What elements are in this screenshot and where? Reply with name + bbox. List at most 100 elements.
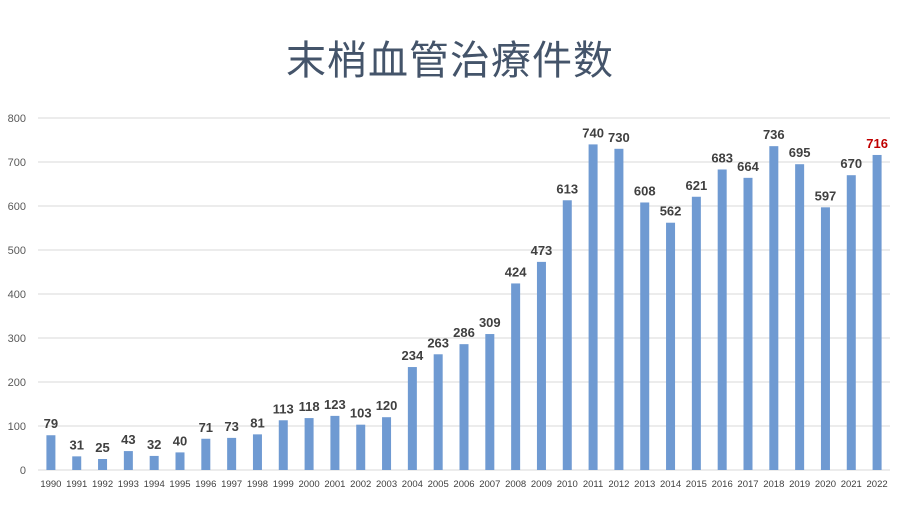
data-label-2013: 608 [634,183,656,198]
x-tick-label-2022: 2022 [867,479,888,490]
x-tick-label-2016: 2016 [712,479,733,490]
y-tick-label: 200 [8,377,26,389]
x-tick-label-2006: 2006 [453,479,474,490]
x-tick-label-1990: 1990 [40,479,61,490]
bar-2003 [382,417,392,470]
bar-2014 [666,222,676,470]
chart-title: 末梢血管治療件数 [286,38,614,84]
data-label-2008: 424 [505,264,527,279]
x-tick-label-2013: 2013 [634,479,655,490]
data-label-2010: 613 [556,181,578,196]
bar-1991 [72,456,82,470]
x-tick-label-1993: 1993 [118,479,139,490]
bar-2020 [820,207,830,470]
x-tick-label-2019: 2019 [789,479,810,490]
data-label-2005: 263 [427,335,449,350]
y-tick-label: 100 [8,421,26,433]
x-tick-label-2014: 2014 [660,479,681,490]
y-tick-label: 800 [8,113,26,125]
y-axis-ticks: 0 100 200 300 400 500 600 700 800 [8,113,26,477]
data-label-2011: 740 [582,125,604,140]
data-label-2012: 730 [608,130,630,145]
y-tick-label: 0 [20,465,26,477]
bar-2012 [614,148,624,471]
data-label-1998: 81 [250,415,264,430]
bar-1999 [278,420,288,470]
x-tick-label-1998: 1998 [247,479,268,490]
bar-2016 [717,169,727,471]
bar-2019 [795,164,805,470]
data-label-2017: 664 [737,159,759,174]
x-tick-label-1995: 1995 [169,479,190,490]
x-tick-label-2015: 2015 [686,479,707,490]
data-label-1990: 79 [44,416,58,431]
bar-1992 [98,459,108,470]
bars [46,144,882,471]
x-tick-label-1999: 1999 [273,479,294,490]
bar-2001 [330,415,340,470]
bar-2015 [691,196,701,470]
y-tick-label: 700 [8,157,26,169]
bar-2011 [588,144,598,470]
x-tick-label-1992: 1992 [92,479,113,490]
data-label-2020: 597 [815,188,837,203]
data-label-2021: 670 [840,156,862,171]
bar-2021 [846,175,856,470]
x-tick-label-2018: 2018 [763,479,784,490]
data-label-2006: 286 [453,325,475,340]
data-label-2002: 103 [350,406,372,421]
bar-2007 [485,334,495,470]
bar-1994 [149,455,159,470]
data-label-1992: 25 [95,440,109,455]
data-label-1991: 31 [69,437,83,452]
data-label-2022: 716 [866,136,888,151]
bar-2005 [433,354,443,470]
data-label-2001: 123 [324,397,346,412]
x-axis-ticks: 1990 1991 1992 1993 1994 1995 1996 1997 1998 1999… [40,479,887,490]
data-label-2003: 120 [376,398,398,413]
y-tick-label: 400 [8,289,26,301]
x-tick-label-2004: 2004 [402,479,423,490]
bar-2006 [459,344,469,470]
data-label-1994: 32 [147,437,161,452]
bar-1996 [201,438,211,470]
data-label-2018: 736 [763,127,785,142]
x-tick-label-1994: 1994 [144,479,165,490]
data-label-1995: 40 [173,433,187,448]
bar-2000 [304,418,314,470]
x-tick-label-2003: 2003 [376,479,397,490]
x-tick-label-2020: 2020 [815,479,836,490]
data-label-2016: 683 [711,150,733,165]
data-label-1997: 73 [224,419,238,434]
x-tick-label-2021: 2021 [841,479,862,490]
data-label-2019: 695 [789,145,811,160]
x-tick-label-1996: 1996 [195,479,216,490]
bar-2017 [743,177,753,470]
x-tick-label-1997: 1997 [221,479,242,490]
bar-1998 [252,434,262,470]
data-label-2000: 118 [299,399,320,414]
data-label-1996: 71 [199,420,213,435]
bar-1990 [46,435,56,470]
y-tick-label: 600 [8,201,26,213]
x-tick-label-1991: 1991 [66,479,87,490]
x-tick-label-2010: 2010 [557,479,578,490]
x-tick-label-2011: 2011 [583,479,603,490]
bar-2013 [640,202,650,471]
data-label-2007: 309 [479,315,501,330]
data-label-1999: 113 [273,401,294,416]
bar-2010 [562,200,572,470]
bar-2008 [511,283,521,470]
y-tick-label: 300 [8,333,26,345]
bar-2018 [769,146,779,470]
data-label-2004: 234 [402,348,424,363]
x-tick-label-2008: 2008 [505,479,526,490]
x-tick-label-2000: 2000 [299,479,320,490]
bar-2022 [872,154,882,470]
x-tick-label-2012: 2012 [608,479,629,490]
x-tick-label-2002: 2002 [350,479,371,490]
bar-1993 [123,451,133,470]
bar-1995 [175,452,185,470]
